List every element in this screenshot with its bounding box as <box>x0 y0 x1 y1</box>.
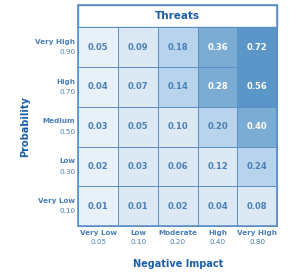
Text: 0.10: 0.10 <box>130 239 146 245</box>
FancyBboxPatch shape <box>238 147 277 186</box>
Text: 0.56: 0.56 <box>247 82 268 91</box>
Text: 0.40: 0.40 <box>247 122 268 131</box>
Text: 0.05: 0.05 <box>90 239 106 245</box>
Text: 0.12: 0.12 <box>207 162 228 171</box>
FancyBboxPatch shape <box>158 186 198 226</box>
Text: 0.06: 0.06 <box>167 162 188 171</box>
Text: 0.01: 0.01 <box>88 202 109 211</box>
Text: Very High: Very High <box>35 39 75 45</box>
FancyBboxPatch shape <box>118 27 158 67</box>
Text: 0.10: 0.10 <box>167 122 188 131</box>
Text: Very Low: Very Low <box>80 230 117 236</box>
Text: 0.04: 0.04 <box>207 202 228 211</box>
Text: 0.24: 0.24 <box>247 162 268 171</box>
Text: 0.05: 0.05 <box>88 43 109 52</box>
Text: High: High <box>208 230 227 236</box>
Text: Very Low: Very Low <box>38 198 75 204</box>
Text: 0.18: 0.18 <box>167 43 188 52</box>
Text: Low: Low <box>130 230 146 236</box>
FancyBboxPatch shape <box>78 147 118 186</box>
FancyBboxPatch shape <box>78 186 118 226</box>
Text: 0.01: 0.01 <box>128 202 148 211</box>
FancyBboxPatch shape <box>78 5 277 27</box>
Text: Medium: Medium <box>43 119 75 125</box>
Text: 0.05: 0.05 <box>128 122 148 131</box>
Text: 0.02: 0.02 <box>88 162 109 171</box>
FancyBboxPatch shape <box>238 107 277 147</box>
FancyBboxPatch shape <box>198 27 238 67</box>
FancyBboxPatch shape <box>198 67 238 107</box>
Text: 0.03: 0.03 <box>128 162 148 171</box>
Text: Moderate: Moderate <box>158 230 197 236</box>
Text: 0.07: 0.07 <box>128 82 148 91</box>
Text: 0.02: 0.02 <box>167 202 188 211</box>
Text: High: High <box>56 79 75 85</box>
Text: 0.72: 0.72 <box>247 43 268 52</box>
FancyBboxPatch shape <box>78 107 118 147</box>
FancyBboxPatch shape <box>118 107 158 147</box>
FancyBboxPatch shape <box>238 27 277 67</box>
FancyBboxPatch shape <box>78 27 118 67</box>
FancyBboxPatch shape <box>198 107 238 147</box>
Text: Negative Impact: Negative Impact <box>133 259 223 269</box>
Text: 0.10: 0.10 <box>59 208 75 214</box>
Text: Very High: Very High <box>237 230 278 236</box>
FancyBboxPatch shape <box>118 147 158 186</box>
FancyBboxPatch shape <box>118 186 158 226</box>
FancyBboxPatch shape <box>118 67 158 107</box>
Text: Low: Low <box>59 158 75 164</box>
FancyBboxPatch shape <box>238 67 277 107</box>
Text: 0.09: 0.09 <box>128 43 148 52</box>
FancyBboxPatch shape <box>78 67 118 107</box>
Text: 0.20: 0.20 <box>170 239 186 245</box>
Text: 0.70: 0.70 <box>59 89 75 95</box>
Text: 0.36: 0.36 <box>207 43 228 52</box>
Text: Probability: Probability <box>20 96 30 157</box>
Text: 0.14: 0.14 <box>167 82 188 91</box>
Text: 0.04: 0.04 <box>88 82 109 91</box>
FancyBboxPatch shape <box>198 186 238 226</box>
Text: Threats: Threats <box>155 11 200 21</box>
Text: 0.50: 0.50 <box>59 129 75 135</box>
Text: 0.30: 0.30 <box>59 169 75 175</box>
Text: 0.90: 0.90 <box>59 49 75 55</box>
Text: 0.80: 0.80 <box>249 239 266 245</box>
FancyBboxPatch shape <box>158 67 198 107</box>
FancyBboxPatch shape <box>158 27 198 67</box>
FancyBboxPatch shape <box>238 186 277 226</box>
Text: 0.20: 0.20 <box>207 122 228 131</box>
Text: 0.03: 0.03 <box>88 122 109 131</box>
FancyBboxPatch shape <box>158 147 198 186</box>
FancyBboxPatch shape <box>158 107 198 147</box>
FancyBboxPatch shape <box>198 147 238 186</box>
Text: 0.08: 0.08 <box>247 202 268 211</box>
Text: 0.40: 0.40 <box>209 239 226 245</box>
Text: 0.28: 0.28 <box>207 82 228 91</box>
